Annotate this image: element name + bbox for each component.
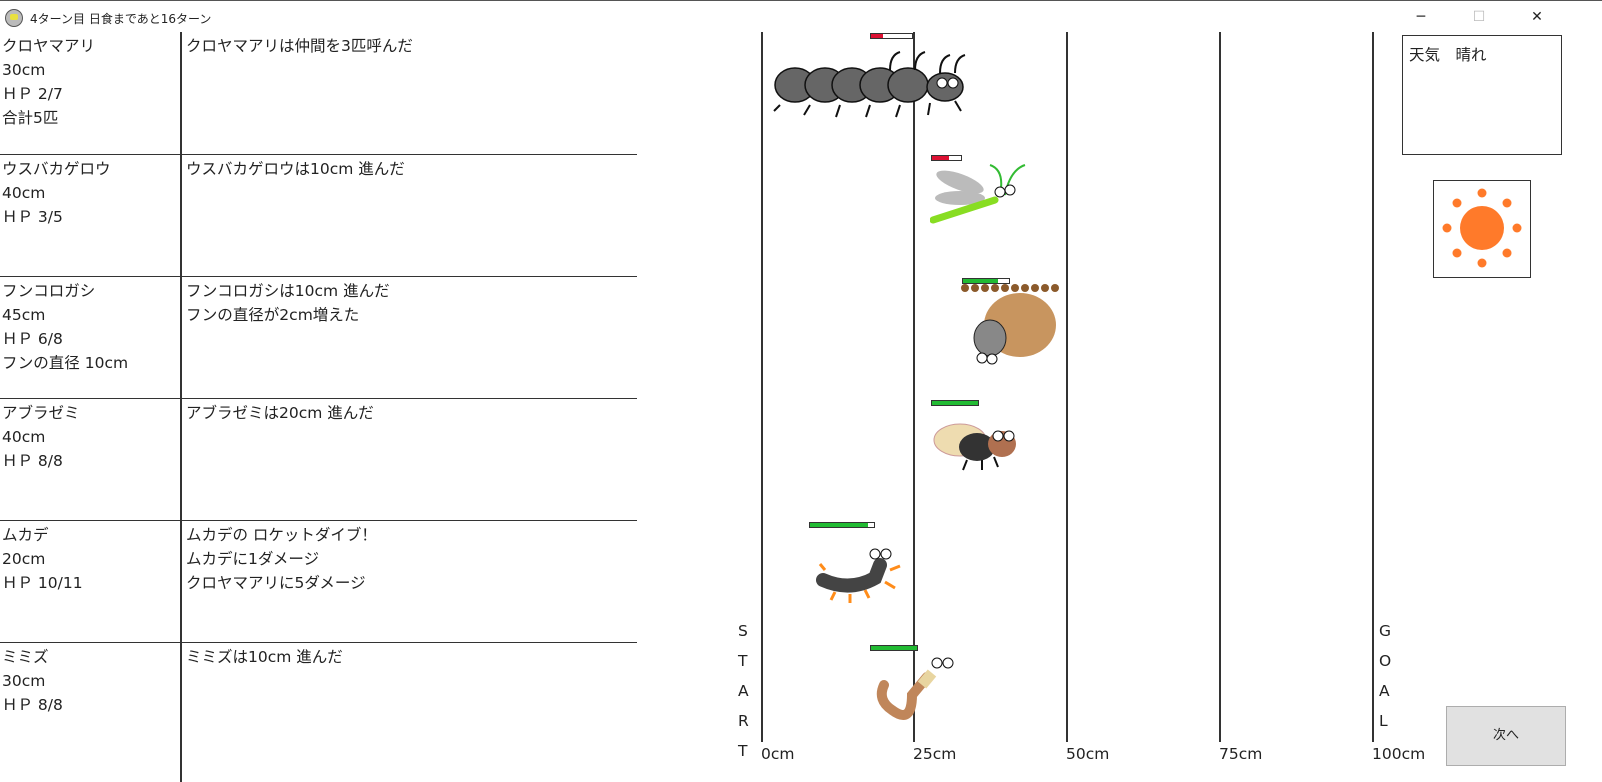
log-line: フンの直径が2cm増えた [186,306,360,324]
minimize-button[interactable]: ─ [1416,9,1426,25]
insect-stat: ＨＰ 10/11 [2,574,83,592]
hp-bar [931,155,962,161]
insect-stat: 30cm [2,61,46,79]
app-icon [5,9,23,27]
log-line: フンコロガシは10cm 進んだ [186,282,390,300]
hp-bar [962,278,1010,284]
ant-group-sprite [773,51,966,118]
track-tick-label: 50cm [1066,745,1110,763]
track-tick-label: 25cm [913,745,957,763]
column-divider [180,32,182,782]
insect-stats: フンコロガシ 45cm ＨＰ 6/8 フンの直径 10cm [2,279,178,375]
insect-stats: ウスバカゲロウ 40cm ＨＰ 3/5 [2,157,178,229]
hp-bar-fill [810,523,869,527]
insect-row: アブラゼミ 40cm ＨＰ 8/8 アブラゼミは20cm 進んだ [0,398,637,520]
log-line: ウスバカゲロウは10cm 進んだ [186,160,405,178]
start-letter: R [738,712,749,730]
log-line: ミミズは10cm 進んだ [186,648,343,666]
insect-name: ミミズ [2,648,49,666]
insect-stat: ＨＰ 6/8 [2,330,63,348]
goal-letter: O [1379,652,1392,670]
track-line [761,32,763,742]
log-line: ムカデに1ダメージ [186,550,320,568]
hp-bar [931,400,979,406]
insect-name: ムカデ [2,526,49,544]
sun-icon [1442,188,1522,268]
close-button[interactable]: ✕ [1531,9,1543,25]
insect-row: ムカデ 20cm ＨＰ 10/11 ムカデの ロケットダイブ！ ムカデに1ダメージクロヤ… [0,520,637,642]
track-line [1066,32,1068,742]
insect-log: ウスバカゲロウは10cm 進んだ [186,157,405,181]
hp-bar [870,645,918,651]
insect-stat: ＨＰ 8/8 [2,696,63,714]
insect-stat: ＨＰ 8/8 [2,452,63,470]
weather-panel: 天気 晴れ [1402,35,1562,155]
hp-bar [870,33,913,39]
track-line [1219,32,1221,742]
start-letter: S [738,622,748,640]
title-bar: 4ターン目 日食まであと16ターン ─ ☐ ✕ [0,0,1602,32]
insect-name: アブラゼミ [2,404,80,422]
weather-label: 天気 晴れ [1409,46,1487,64]
insect-stat: 40cm [2,184,46,202]
hp-bar-fill [871,646,917,650]
start-letter: T [738,742,748,760]
cicada-sprite [933,423,1016,471]
track-tick-label: 100cm [1372,745,1426,763]
insect-stat: 40cm [2,428,46,446]
insect-log: ムカデの ロケットダイブ！ ムカデに1ダメージクロヤマアリに5ダメージ [186,523,377,595]
insect-row: フンコロガシ 45cm ＨＰ 6/8 フンの直径 10cm フンコロガシは10cm 進ん… [0,276,637,398]
insect-stat: ＨＰ 2/7 [2,85,63,103]
insect-stats: アブラゼミ 40cm ＨＰ 8/8 [2,401,178,473]
insect-stat: 合計5匹 [2,109,59,127]
start-letter: A [738,682,749,700]
log-line: クロヤマアリは仲間を3匹呼んだ [186,37,413,55]
goal-letter: L [1379,712,1388,730]
track-tick-label: 0cm [761,745,795,763]
track-line [913,32,915,742]
window-title: 4ターン目 日食まであと16ターン [30,12,212,26]
insect-stat: フンの直径 10cm [2,354,129,372]
next-button[interactable]: 次へ [1446,706,1566,766]
insect-log: クロヤマアリは仲間を3匹呼んだ [186,34,413,58]
goal-letter: G [1379,622,1392,640]
hp-bar-fill [932,156,950,160]
insect-stat: 30cm [2,672,46,690]
centipede-sprite [816,548,901,603]
log-line: ムカデの ロケットダイブ！ [186,526,377,544]
insect-log: ミミズは10cm 進んだ [186,645,343,669]
insect-stat: 45cm [2,306,46,324]
log-line: クロヤマアリに5ダメージ [186,574,366,592]
insect-stat: 20cm [2,550,46,568]
track-tick-label: 75cm [1219,745,1263,763]
insect-stats: ムカデ 20cm ＨＰ 10/11 [2,523,178,595]
track-line [1372,32,1374,742]
insect-log: フンコロガシは10cm 進んだ フンの直径が2cm増えた [186,279,390,327]
start-letter: T [738,652,748,670]
insect-name: クロヤマアリ [2,37,96,55]
weather-icon-box [1433,180,1531,278]
insect-row: ウスバカゲロウ 40cm ＨＰ 3/5 ウスバカゲロウは10cm 進んだ [0,154,637,276]
hp-bar [809,522,875,528]
insect-row: クロヤマアリ 30cm ＨＰ 2/7 合計5匹 クロヤマアリは仲間を3匹呼んだ [0,32,637,154]
insect-stats: クロヤマアリ 30cm ＨＰ 2/7 合計5匹 [2,34,178,130]
earthworm-sprite [876,657,954,720]
hp-bar-fill [932,401,978,405]
dung-beetle-sprite [961,284,1059,365]
insect-stat: ＨＰ 3/5 [2,208,63,226]
maximize-button[interactable]: ☐ [1472,9,1486,25]
antlion-sprite [930,164,1026,224]
insect-name: ウスバカゲロウ [2,160,111,178]
insect-stats: ミミズ 30cm ＨＰ 8/8 [2,645,178,717]
hp-bar-fill [963,279,998,283]
goal-letter: A [1379,682,1390,700]
insect-row: ミミズ 30cm ＨＰ 8/8 ミミズは10cm 進んだ [0,642,637,764]
insect-name: フンコロガシ [2,282,96,300]
log-line: アブラゼミは20cm 進んだ [186,404,374,422]
hp-bar-fill [871,34,883,38]
insect-log: アブラゼミは20cm 進んだ [186,401,374,425]
